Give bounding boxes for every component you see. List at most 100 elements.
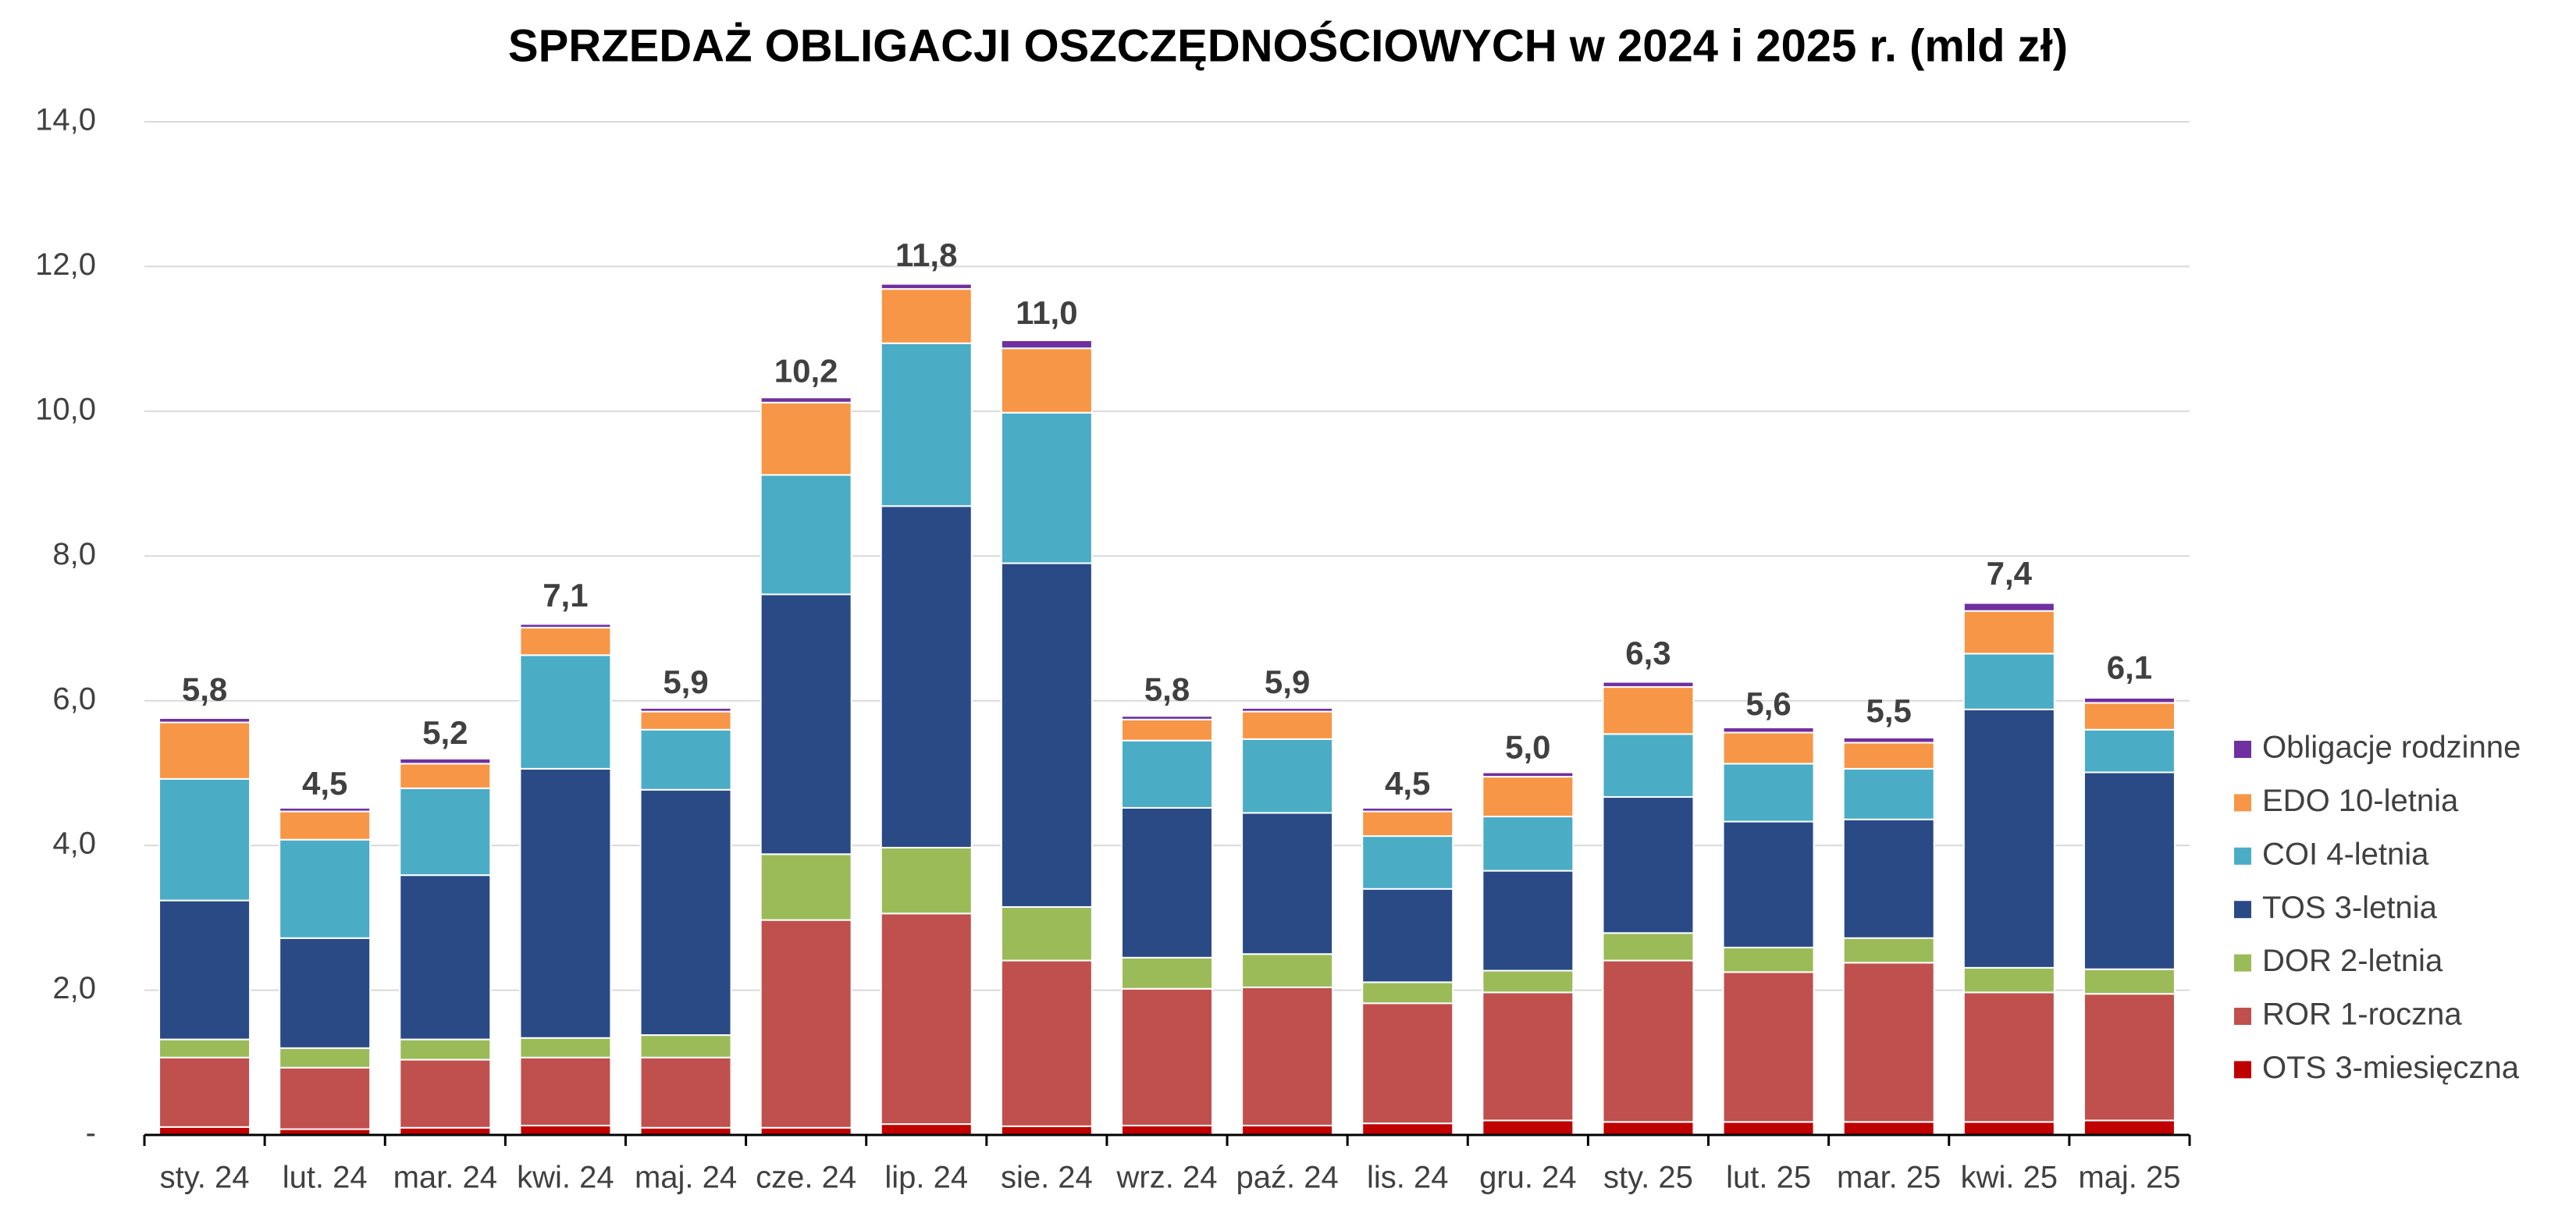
bar-segment	[519, 654, 612, 770]
bar-segment	[399, 1038, 492, 1061]
bar-segment	[1000, 905, 1093, 962]
bar-segment	[399, 763, 492, 789]
bar-segment	[158, 777, 251, 902]
x-tick-label: sty. 24	[160, 1161, 250, 1195]
bar-segment	[880, 283, 973, 290]
bar-segment	[279, 1066, 372, 1130]
legend-label: OTS 3-miesięczna	[2262, 1051, 2520, 1085]
y-tick-label: 10,0	[35, 392, 96, 426]
bar-segment	[1842, 818, 1935, 939]
bar-segment	[1121, 987, 1213, 1126]
legend-label: DOR 2-letnia	[2262, 944, 2443, 978]
total-label: 5,9	[663, 663, 708, 700]
bar-segment	[1962, 966, 2055, 994]
bar-segment	[1241, 986, 1334, 1126]
x-tick-label: kwi. 24	[517, 1161, 614, 1195]
bar-segment	[760, 401, 852, 476]
bar-segment	[1722, 727, 1815, 734]
bar-segment	[399, 1058, 492, 1129]
bar-segment	[1962, 1121, 2055, 1136]
bar-segment	[639, 710, 732, 731]
bar-segment	[760, 397, 852, 404]
bar-segment	[880, 342, 973, 507]
bar-segment	[1000, 1125, 1093, 1136]
bar-segment	[1722, 946, 1815, 973]
bar-segment	[1962, 991, 2055, 1123]
bar-segment	[158, 899, 251, 1040]
bar-segment	[880, 1123, 973, 1137]
bar-segment	[1121, 1124, 1213, 1137]
bar-segment	[1722, 820, 1815, 948]
bar-segment	[1241, 1124, 1334, 1137]
bar-segment	[1361, 810, 1454, 838]
x-tick-label: mar. 24	[393, 1161, 497, 1195]
bar-segment	[1241, 953, 1334, 988]
bar-segment	[1842, 736, 1935, 744]
bar-segment	[158, 721, 251, 780]
total-label: 6,3	[1625, 635, 1670, 671]
y-tick-label: 2,0	[52, 971, 96, 1005]
x-tick-label: gru. 24	[1479, 1161, 1577, 1195]
total-label: 4,5	[1385, 765, 1430, 802]
bar-segment	[279, 810, 372, 841]
bar-segment	[639, 1034, 732, 1058]
x-tick-label: maj. 25	[2078, 1161, 2180, 1195]
total-label: 10,2	[774, 352, 838, 389]
bar-segment	[1361, 1002, 1454, 1125]
total-label: 7,4	[1987, 555, 2033, 592]
bar-segment	[1361, 888, 1454, 984]
bar-segment	[519, 767, 612, 1039]
bar-segment	[1962, 708, 2055, 969]
chart-title: SPRZEDAŻ OBLIGACJI OSZCZĘDNOŚCIOWYCH w 2…	[508, 20, 2068, 71]
legend-swatch	[2234, 1061, 2251, 1079]
x-tick-label: wrz. 24	[1116, 1161, 1218, 1195]
bar-segment	[639, 728, 732, 791]
bar-segment	[1361, 835, 1454, 890]
legend-label: COI 4-letnia	[2262, 837, 2429, 871]
bar-segment	[279, 1047, 372, 1069]
bar-segment	[1361, 806, 1454, 813]
bar-segment	[399, 787, 492, 877]
bar-segment	[760, 593, 852, 856]
x-tick-label: lip. 24	[884, 1161, 968, 1195]
bar-segment	[2083, 968, 2176, 995]
bar-segment	[1962, 602, 2055, 612]
bar-segment	[1842, 742, 1935, 770]
x-tick-label: lut. 25	[1726, 1161, 1811, 1195]
total-label: 11,0	[1016, 294, 1077, 331]
x-tick-label: paź. 24	[1236, 1161, 1339, 1195]
bar-segment	[880, 912, 973, 1126]
bar-segment	[1602, 681, 1695, 688]
total-label: 5,0	[1505, 729, 1550, 766]
total-label: 5,5	[1866, 692, 1912, 729]
bar-segment	[1482, 776, 1574, 818]
bar-segment	[158, 717, 251, 724]
bar-segment	[1482, 870, 1574, 972]
legend-swatch	[2234, 847, 2251, 865]
bar-segment	[1241, 706, 1334, 713]
total-label: 6,1	[2107, 649, 2152, 686]
legend-label: Obligacje rodzinne	[2262, 731, 2521, 765]
bar-segment	[1842, 1121, 1935, 1136]
bar-segment	[1842, 937, 1935, 964]
x-tick-label: kwi. 25	[1961, 1161, 2058, 1195]
bar-segment	[1241, 812, 1334, 955]
bar-segment	[1482, 991, 1574, 1122]
total-label: 11,8	[895, 237, 957, 273]
bar-segment	[1602, 959, 1695, 1123]
bar-segment	[279, 838, 372, 939]
bar-segment	[1000, 411, 1093, 564]
bar-segment	[1842, 767, 1935, 820]
x-tick-label: cze. 24	[756, 1161, 856, 1195]
x-tick-label: sty. 25	[1603, 1161, 1693, 1195]
bar-segment	[1361, 1122, 1454, 1137]
bar-segment	[2083, 771, 2176, 970]
bar-segment	[1241, 738, 1334, 814]
bar-segment	[158, 1126, 251, 1136]
bar-segment	[1722, 731, 1815, 765]
bar-segment	[519, 623, 612, 629]
bar-segment	[2083, 993, 2176, 1122]
bar-segment	[1602, 796, 1695, 934]
